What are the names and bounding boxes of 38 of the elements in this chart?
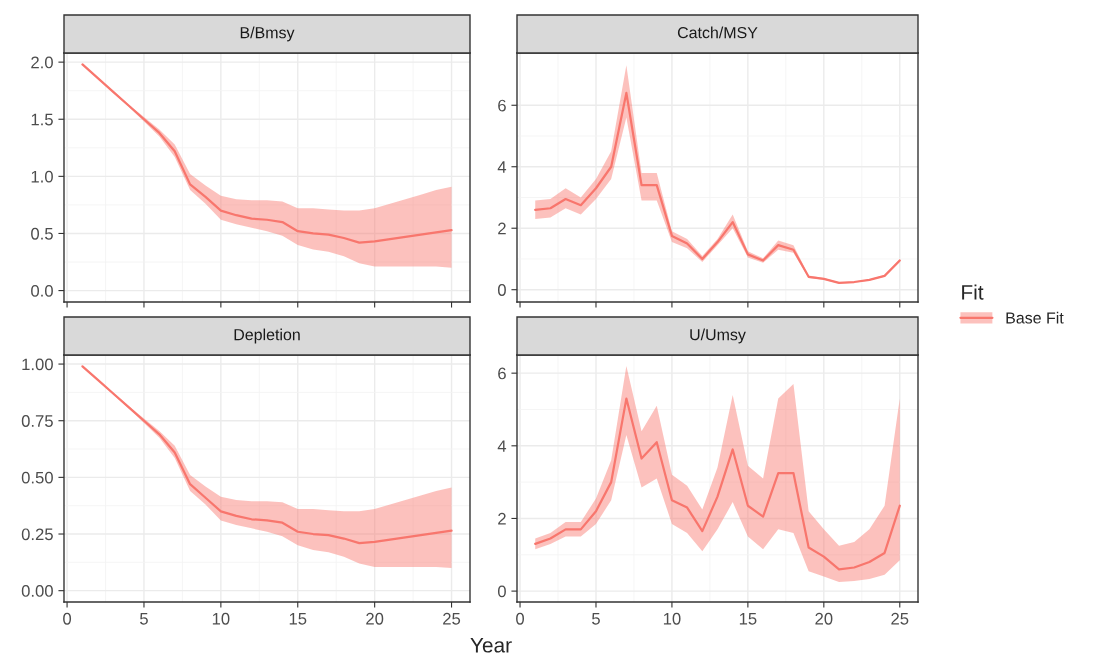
y-tick-label: 4 [497,440,507,452]
legend-label: Base Fit [1006,311,1064,324]
x-tick-label: 10 [663,612,681,625]
y-tick-label: 1.00 [22,358,53,371]
x-tick-label: 20 [366,612,384,625]
x-tick-label: 5 [140,613,148,625]
y-tick-label: 1.5 [31,113,53,126]
y-tick-label: 0 [497,284,506,296]
y-tick-label: 4 [497,161,507,173]
chart-title: Depletion [234,328,300,344]
x-tick-label: 25 [443,612,461,625]
y-tick-label: 2.0 [31,56,53,69]
x-tick-label: 15 [289,613,307,625]
y-tick-label: 0.00 [21,585,53,597]
y-tick-label: 0 [497,585,506,598]
y-tick-label: 6 [498,99,506,112]
x-tick-label: 25 [891,612,909,625]
chart-title: B/Bmsy [240,26,295,42]
x-tick-label: 15 [739,613,757,625]
y-tick-label: 2 [498,222,506,235]
y-tick-label: 2 [498,512,506,525]
x-tick-label: 20 [815,612,833,625]
y-tick-label: 0.50 [21,471,53,484]
y-tick-label: 0.0 [31,284,53,297]
y-tick-label: 6 [498,367,506,380]
y-tick-label: 1.0 [31,170,53,183]
x-tick-label: 10 [212,612,230,625]
x-tick-label: 0 [516,612,525,625]
legend-title: Fit [962,284,984,300]
y-tick-label: 0.5 [31,227,53,240]
chart-title: Catch/MSY [677,26,758,39]
line-series [534,397,901,571]
x-tick-label: 0 [63,612,72,625]
y-tick-label: 0.25 [21,528,53,541]
y-tick-label: 0.75 [21,415,53,427]
chart-title: U/Umsy [690,328,746,344]
x-tick-label: 5 [592,613,600,625]
x-axis-title: Year [470,638,512,653]
